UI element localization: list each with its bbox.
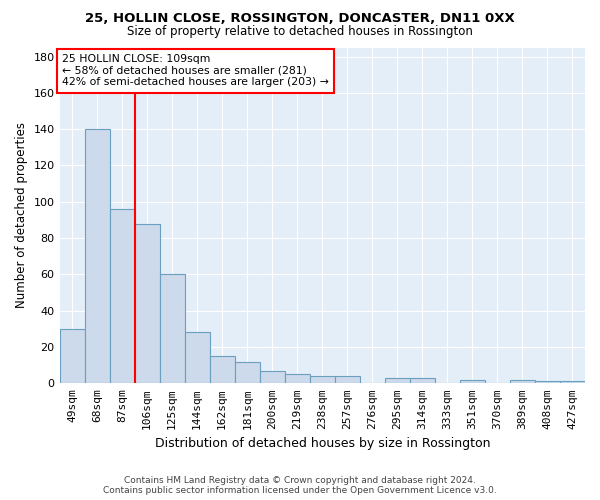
Text: Contains HM Land Registry data © Crown copyright and database right 2024.
Contai: Contains HM Land Registry data © Crown c…	[103, 476, 497, 495]
Text: 25 HOLLIN CLOSE: 109sqm
← 58% of detached houses are smaller (281)
42% of semi-d: 25 HOLLIN CLOSE: 109sqm ← 58% of detache…	[62, 54, 329, 88]
Bar	[209, 356, 235, 384]
Bar	[85, 129, 110, 384]
X-axis label: Distribution of detached houses by size in Rossington: Distribution of detached houses by size …	[155, 437, 490, 450]
Bar	[460, 380, 485, 384]
Bar	[160, 274, 185, 384]
Text: Size of property relative to detached houses in Rossington: Size of property relative to detached ho…	[127, 25, 473, 38]
Bar	[385, 378, 410, 384]
Bar	[410, 378, 435, 384]
Bar	[134, 224, 160, 384]
Bar	[510, 380, 535, 384]
Text: 25, HOLLIN CLOSE, ROSSINGTON, DONCASTER, DN11 0XX: 25, HOLLIN CLOSE, ROSSINGTON, DONCASTER,…	[85, 12, 515, 26]
Bar	[310, 376, 335, 384]
Bar	[260, 370, 285, 384]
Bar	[59, 329, 85, 384]
Bar	[560, 382, 585, 384]
Bar	[235, 362, 260, 384]
Bar	[335, 376, 360, 384]
Y-axis label: Number of detached properties: Number of detached properties	[15, 122, 28, 308]
Bar	[110, 209, 134, 384]
Bar	[535, 382, 560, 384]
Bar	[185, 332, 209, 384]
Bar	[285, 374, 310, 384]
